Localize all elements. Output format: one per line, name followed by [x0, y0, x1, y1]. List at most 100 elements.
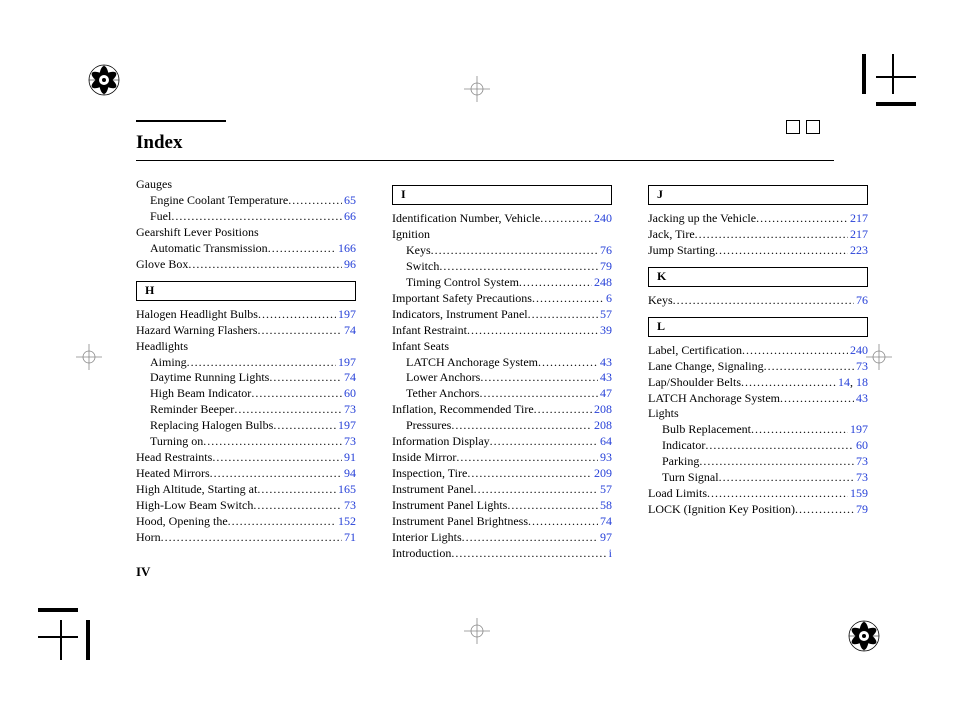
index-entry-label: Head Restraints: [136, 450, 212, 466]
index-page-link[interactable]: 64: [598, 434, 612, 450]
leader-dots: [188, 257, 342, 273]
index-page-link[interactable]: 60: [854, 438, 868, 454]
index-entry: Instrument Panel Brightness 74: [392, 514, 612, 530]
index-columns: GaugesEngine Coolant Temperature 65Fuel …: [136, 177, 834, 562]
index-entry-label: Indicator: [662, 438, 705, 454]
index-letter-heading: L: [648, 317, 868, 337]
index-page-link[interactable]: 43: [854, 391, 868, 407]
index-page-link[interactable]: 96: [342, 257, 356, 273]
index-page-link[interactable]: 76: [854, 293, 868, 309]
index-page-link[interactable]: 73: [854, 470, 868, 486]
index-entry-label: Tether Anchors: [406, 386, 479, 402]
index-page-link[interactable]: 240: [592, 211, 612, 227]
index-entry-label: Heated Mirrors: [136, 466, 210, 482]
index-entry: LOCK (Ignition Key Position) 79: [648, 502, 868, 518]
index-page-link[interactable]: 57: [598, 482, 612, 498]
index-page-link[interactable]: 94: [342, 466, 356, 482]
index-group: Ignition: [392, 227, 612, 243]
crop-mark: [38, 636, 78, 638]
index-entry: LATCH Anchorage System 43: [392, 355, 612, 371]
index-page-link[interactable]: 159: [848, 486, 868, 502]
index-entry: Identification Number, Vehicle 240: [392, 211, 612, 227]
leader-dots: [467, 466, 592, 482]
index-page-link[interactable]: 73: [342, 402, 356, 418]
index-entry-label: Hazard Warning Flashers: [136, 323, 257, 339]
index-page-link[interactable]: 57: [598, 307, 612, 323]
index-page-link[interactable]: 240: [848, 343, 868, 359]
leader-dots: [161, 530, 342, 546]
index-group: Lights: [648, 406, 868, 422]
index-page-link[interactable]: 73: [854, 454, 868, 470]
index-entry-label: Horn: [136, 530, 161, 546]
index-letter-heading: H: [136, 281, 356, 301]
index-page-link[interactable]: 209: [592, 466, 612, 482]
index-page-link[interactable]: 197: [336, 355, 356, 371]
index-page-link[interactable]: 43: [598, 370, 612, 386]
index-page-link[interactable]: 97: [598, 530, 612, 546]
leader-dots: [257, 323, 342, 339]
index-entry: Instrument Panel 57: [392, 482, 612, 498]
index-entry-label: High Altitude, Starting at: [136, 482, 257, 498]
index-page-link[interactable]: 197: [336, 418, 356, 434]
index-entry: Keys 76: [392, 243, 612, 259]
index-page-link[interactable]: 14, 18: [836, 375, 868, 391]
index-page-link[interactable]: 73: [342, 434, 356, 450]
index-page-link[interactable]: 248: [592, 275, 612, 291]
index-page-link[interactable]: 60: [342, 386, 356, 402]
page-content: Index GaugesEngine Coolant Temperature 6…: [136, 120, 834, 562]
leader-dots: [234, 402, 342, 418]
index-page-link[interactable]: 73: [854, 359, 868, 375]
index-entry: Halogen Headlight Bulbs 197: [136, 307, 356, 323]
index-page-link[interactable]: 58: [598, 498, 612, 514]
index-entry: Glove Box 96: [136, 257, 356, 273]
index-page-link[interactable]: 79: [854, 502, 868, 518]
index-page-link[interactable]: 217: [848, 211, 868, 227]
index-entry: Lane Change, Signaling 73: [648, 359, 868, 375]
leader-dots: [719, 470, 854, 486]
leader-dots: [273, 418, 336, 434]
leader-dots: [203, 434, 342, 450]
crop-mark: [876, 76, 916, 78]
index-entry: LATCH Anchorage System 43: [648, 391, 868, 407]
index-page-link[interactable]: 165: [336, 482, 356, 498]
index-page-link[interactable]: 93: [598, 450, 612, 466]
index-page-link[interactable]: 217: [848, 227, 868, 243]
index-page-link[interactable]: 65: [342, 193, 356, 209]
index-page-link[interactable]: 197: [336, 307, 356, 323]
index-entry: Head Restraints 91: [136, 450, 356, 466]
index-page-link[interactable]: 66: [342, 209, 356, 225]
index-entry-label: Turning on: [150, 434, 203, 450]
index-page-link[interactable]: 197: [848, 422, 868, 438]
index-page-link[interactable]: 6: [604, 291, 612, 307]
index-page-link[interactable]: 208: [592, 402, 612, 418]
index-page-link[interactable]: 223: [848, 243, 868, 259]
leader-dots: [268, 241, 336, 257]
index-page-link[interactable]: 74: [342, 323, 356, 339]
index-page-link[interactable]: i: [607, 546, 612, 562]
index-entry: Label, Certification 240: [648, 343, 868, 359]
index-entry: Lap/Shoulder Belts 14, 18: [648, 375, 868, 391]
index-entry-label: Jack, Tire: [648, 227, 695, 243]
index-page-link[interactable]: 76: [598, 243, 612, 259]
registration-mark-bottom-right: [848, 620, 880, 652]
index-page-link[interactable]: 166: [336, 241, 356, 257]
index-page-link[interactable]: 71: [342, 530, 356, 546]
index-entry-label: Bulb Replacement: [662, 422, 751, 438]
index-entry-label: Inside Mirror: [392, 450, 456, 466]
index-page-link[interactable]: 39: [598, 323, 612, 339]
index-page-link[interactable]: 47: [598, 386, 612, 402]
index-page-link[interactable]: 91: [342, 450, 356, 466]
index-page-link[interactable]: 74: [342, 370, 356, 386]
index-page-link[interactable]: 152: [336, 514, 356, 530]
leader-dots: [673, 293, 854, 309]
index-page-link[interactable]: 43: [598, 355, 612, 371]
index-entry: Introduction i: [392, 546, 612, 562]
index-page-link[interactable]: 208: [592, 418, 612, 434]
index-entry: Indicators, Instrument Panel 57: [392, 307, 612, 323]
index-page-link[interactable]: 73: [342, 498, 356, 514]
index-page-link[interactable]: 79: [598, 259, 612, 275]
index-entry: Turning on 73: [136, 434, 356, 450]
leader-dots: [212, 450, 342, 466]
crop-mark: [60, 620, 62, 660]
index-page-link[interactable]: 74: [598, 514, 612, 530]
